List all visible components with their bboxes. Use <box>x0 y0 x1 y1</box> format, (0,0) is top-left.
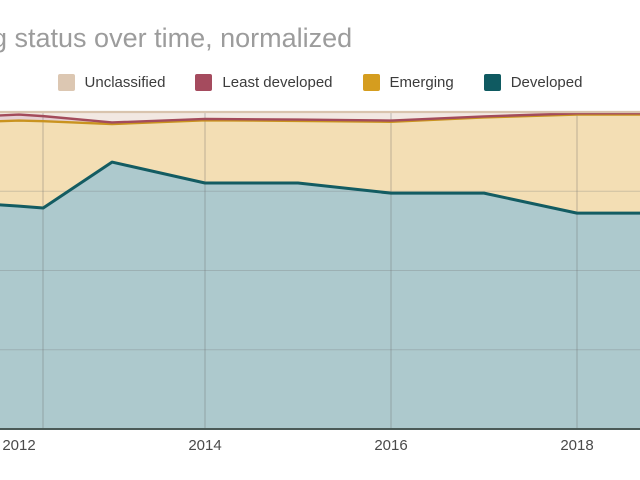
legend-item-developed[interactable]: Developed <box>483 73 583 91</box>
area-developed <box>0 162 640 429</box>
legend-item-label: Emerging <box>389 73 454 91</box>
x-tick-label-2014: 2014 <box>188 437 222 454</box>
x-tick-label-2018: 2018 <box>560 437 594 454</box>
legend-swatch-developed-icon <box>483 73 501 91</box>
legend: Unclassified Least developed Emerging De… <box>0 71 640 93</box>
legend-item-label: Unclassified <box>84 73 166 91</box>
legend-swatch-unclassified-icon <box>57 73 75 91</box>
legend-item-label: Least developed <box>222 73 333 91</box>
legend-item-label: Developed <box>510 73 583 91</box>
x-axis: 2012 2014 2016 2018 <box>0 437 640 457</box>
legend-item-emerging[interactable]: Emerging <box>362 73 454 91</box>
line-least-developed <box>0 112 640 124</box>
x-tick-label-2016: 2016 <box>374 437 408 454</box>
legend-swatch-least-developed-icon <box>195 73 213 91</box>
legend-item-unclassified[interactable]: Unclassified <box>57 73 166 91</box>
chart-title: g status over time, normalized <box>0 23 353 53</box>
line-developed <box>0 160 640 215</box>
legend-swatch-emerging-icon <box>362 73 380 91</box>
area-emerging <box>0 114 640 214</box>
x-tick-label-2012: 2012 <box>2 437 36 454</box>
legend-item-least-developed[interactable]: Least developed <box>195 73 333 91</box>
